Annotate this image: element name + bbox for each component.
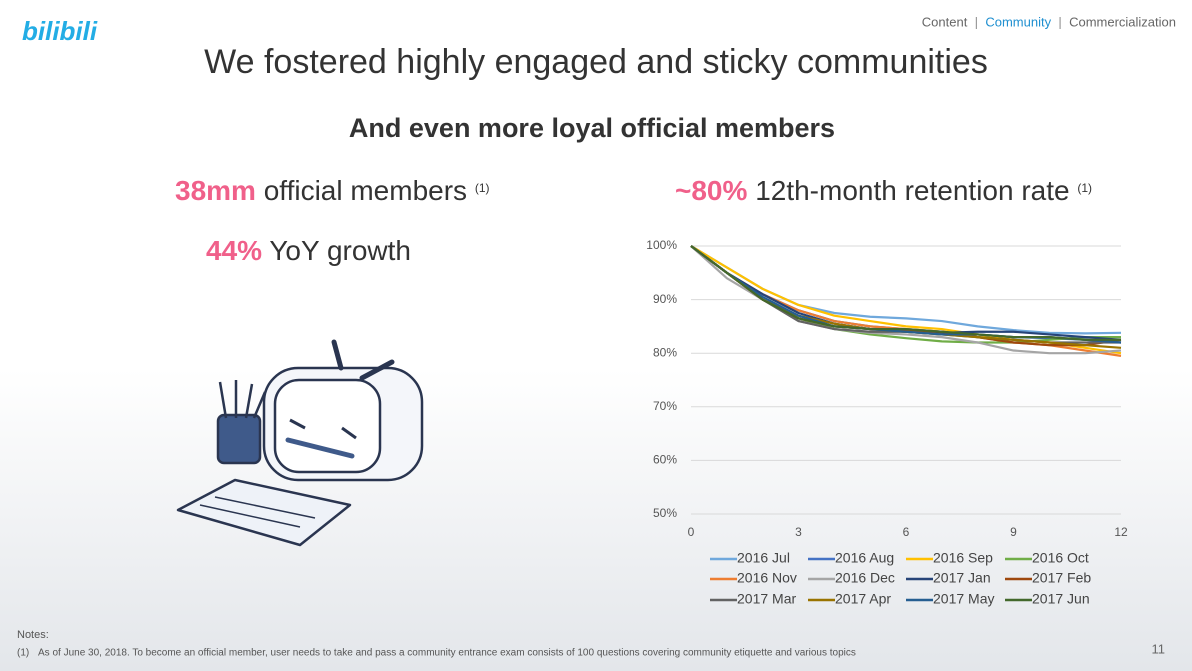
chart-title-highlight: ~80% <box>675 175 747 206</box>
y-tick-label: 90% <box>653 292 677 306</box>
notes-label: Notes: <box>17 629 49 641</box>
x-tick-label: 0 <box>688 525 695 539</box>
y-tick-label: 80% <box>653 345 677 359</box>
legend-label: 2016 Nov <box>737 570 797 586</box>
stat-note: (1) <box>475 181 490 195</box>
page-number: 11 <box>1152 641 1166 656</box>
chart-title-note: (1) <box>1077 181 1092 195</box>
chart: 50% 60% 70% 80% 90% 100% 0 3 6 9 12 2016 Jul 2016 Au… <box>646 238 1128 607</box>
nav-item: Commercialization <box>1069 14 1176 29</box>
legend-label: 2016 Oct <box>1032 550 1089 566</box>
logo: bilibili <box>22 16 98 46</box>
slide-title: We fostered highly engaged and sticky co… <box>204 43 988 81</box>
x-tick-label: 6 <box>903 525 910 539</box>
x-tick-label: 3 <box>795 525 802 539</box>
legend-label: 2017 May <box>933 591 994 607</box>
legend-label: 2017 Apr <box>835 591 891 607</box>
y-tick-label: 100% <box>646 238 677 252</box>
stat: 44% YoY growth <box>206 235 411 266</box>
legend-label: 2017 Jun <box>1032 591 1090 607</box>
legend-label: 2017 Mar <box>737 591 796 607</box>
note: As of June 30, 2018. To become an offici… <box>38 648 856 659</box>
note-marker: (1) <box>17 648 29 659</box>
legend-label: 2016 Jul <box>737 550 790 566</box>
chart-title-text: 12th-month retention rate <box>755 175 1069 206</box>
legend-label: 2017 Jan <box>933 570 991 586</box>
stat-highlight: 38mm <box>175 175 256 206</box>
legend-label: 2016 Dec <box>835 570 895 586</box>
y-tick-label: 60% <box>653 453 677 467</box>
illustration <box>176 339 424 547</box>
nav-item: Community <box>985 14 1051 29</box>
y-tick-label: 50% <box>653 506 677 520</box>
x-tick-label: 9 <box>1010 525 1017 539</box>
y-tick-label: 70% <box>653 399 677 413</box>
data-line <box>690 245 1121 341</box>
x-tick-label: 12 <box>1114 525 1128 539</box>
stat-text: YoY growth <box>269 235 411 266</box>
nav-item: Content <box>922 14 968 29</box>
slide-subtitle: And even more loyal official members <box>349 113 835 143</box>
chart-title: ~80% 12th-month retention rate (1) <box>675 175 1092 206</box>
legend-label: 2016 Sep <box>933 550 993 566</box>
stat: 38mm official members (1) <box>175 175 490 206</box>
legend-label: 2016 Aug <box>835 550 894 566</box>
legend-label: 2017 Feb <box>1032 570 1091 586</box>
stat-text: official members <box>264 175 467 206</box>
stat-highlight: 44% <box>206 235 262 266</box>
nav: Commercialization Community Content <box>922 14 1176 29</box>
